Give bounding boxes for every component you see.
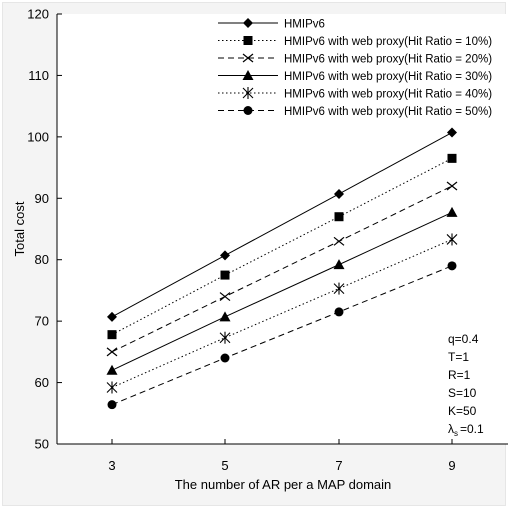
data-point-marker [447, 127, 457, 138]
series-4 [106, 206, 458, 375]
data-point-marker [446, 181, 458, 191]
x-ticks: 3 5 7 9 [108, 439, 456, 473]
axes-layer [56, 14, 508, 445]
parameter-annotation: q=0.4 [448, 332, 479, 346]
x-tick-label: 5 [221, 458, 228, 473]
data-point-marker [107, 311, 117, 322]
legend-item: HMIPv6 with web proxy(Hit Ratio = 20%) [218, 54, 492, 66]
data-point-marker [446, 233, 458, 246]
y-tick-label: 80 [35, 252, 49, 267]
parameter-annotations: λs =0.1 q=0.4 T=1 R=1 S=10 K=50 [448, 332, 484, 438]
lambda-value: =0.1 [460, 422, 484, 436]
series-line [111, 185, 453, 353]
parameter-annotation: T=1 [448, 350, 469, 364]
lambda-symbol: λ [448, 422, 454, 436]
y-tick-label: 110 [28, 68, 49, 83]
legend-item: HMIPv6 with web proxy(Hit Ratio = 30%) [218, 70, 492, 83]
y-tick-label: 50 [35, 437, 49, 452]
data-point-marker [219, 331, 231, 344]
legend-label: HMIPv6 with web proxy(Hit Ratio = 50%) [284, 106, 492, 118]
y-tick-label: 60 [35, 375, 49, 390]
data-point-marker [107, 400, 117, 410]
parameter-annotation: S=10 [448, 386, 477, 400]
series-2 [107, 153, 457, 340]
legend-item: HMIPv6 with web proxy(Hit Ratio = 40%) [218, 87, 492, 101]
legend-marker [243, 18, 253, 28]
series-line [111, 238, 453, 388]
legend-label: HMIPv6 with web proxy(Hit Ratio = 30%) [284, 71, 492, 83]
data-point-marker [446, 206, 458, 217]
data-point-marker [333, 282, 345, 295]
parameter-annotation: K=50 [448, 404, 477, 418]
series-3 [106, 181, 458, 357]
series-line [111, 132, 453, 318]
series-layer [106, 127, 458, 410]
y-tick-label: 70 [35, 314, 49, 329]
series-5 [106, 233, 458, 394]
data-point-marker [106, 364, 118, 375]
series-6 [107, 261, 457, 410]
legend-item: HMIPv6 [218, 18, 325, 31]
x-axis-label: The number of AR per a MAP domain [175, 477, 392, 492]
y-ticks: 50 60 70 80 90 100 110 120 [27, 7, 62, 452]
data-point-marker [107, 330, 117, 340]
legend-marker [243, 36, 253, 45]
data-point-marker [334, 188, 344, 199]
legend-label: HMIPv6 with web proxy(Hit Ratio = 10%) [284, 36, 492, 48]
series-line [111, 211, 453, 371]
data-point-marker [333, 259, 345, 270]
data-point-marker [220, 250, 230, 261]
legend-marker [242, 70, 254, 80]
series-1 [107, 127, 457, 322]
data-point-marker [334, 307, 344, 317]
y-tick-label: 100 [27, 129, 49, 144]
parameter-annotation: R=1 [448, 368, 471, 382]
legend-label: HMIPv6 with web proxy(Hit Ratio = 40%) [284, 89, 492, 101]
legend-item: HMIPv6 with web proxy(Hit Ratio = 10%) [218, 36, 492, 48]
data-point-marker [220, 353, 230, 363]
data-point-marker [447, 261, 457, 271]
x-tick-label: 9 [448, 458, 455, 473]
series-line [111, 265, 453, 406]
x-tick-label: 3 [108, 458, 115, 473]
data-point-marker [219, 311, 231, 322]
legend-item: HMIPv6 with web proxy(Hit Ratio = 50%) [218, 106, 492, 118]
x-tick-label: 7 [335, 458, 342, 473]
data-point-marker [333, 236, 345, 246]
legend: HMIPv6 HMIPv6 with web proxy(Hit Ratio = … [218, 18, 492, 118]
legend-marker [242, 53, 254, 63]
legend-marker [243, 106, 253, 115]
lambda-subscript: s [454, 429, 458, 438]
y-tick-label: 90 [35, 191, 49, 206]
data-point-marker [447, 153, 457, 163]
y-tick-label: 120 [27, 7, 49, 22]
data-point-marker [106, 381, 118, 394]
plot-area [57, 14, 508, 444]
legend-label: HMIPv6 with web proxy(Hit Ratio = 20%) [284, 54, 492, 66]
data-point-marker [334, 212, 344, 222]
lambda-annotation: λs =0.1 [448, 422, 484, 438]
data-point-marker [219, 292, 231, 302]
y-axis-label: Total cost [12, 201, 27, 256]
data-point-marker [106, 347, 118, 357]
data-point-marker [220, 270, 230, 280]
legend-marker [242, 87, 254, 99]
legend-label: HMIPv6 [284, 19, 325, 31]
